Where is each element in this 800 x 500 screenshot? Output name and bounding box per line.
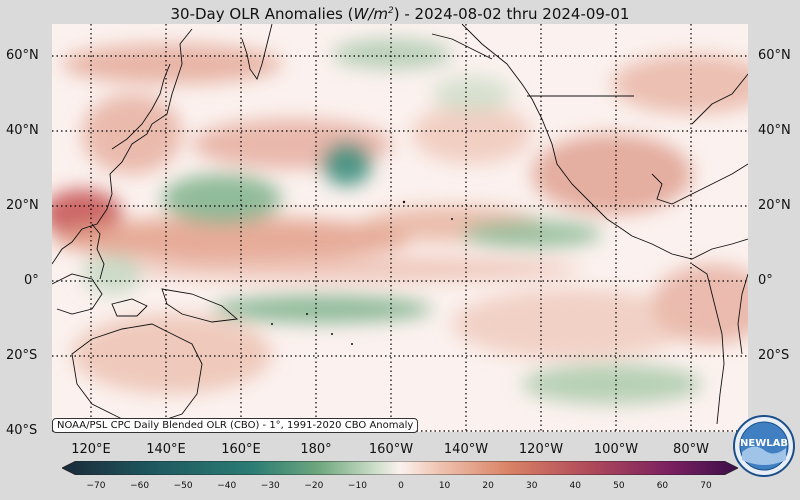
colorbar-tick-label: −50 bbox=[173, 481, 193, 491]
colorbar-tick-label: −70 bbox=[86, 481, 106, 491]
colorbar-tick-label: 20 bbox=[482, 481, 494, 491]
lon-label: 180° bbox=[300, 442, 332, 457]
lon-label: 160°W bbox=[368, 442, 414, 457]
colorbar-tick-label: 0 bbox=[398, 481, 404, 491]
colorbar-tick-label: −60 bbox=[130, 481, 150, 491]
lat-label-right: 40°N bbox=[758, 123, 791, 138]
anomaly-field bbox=[52, 39, 748, 404]
lon-label: 160°E bbox=[221, 442, 261, 457]
islands bbox=[271, 200, 453, 345]
colorbar-tick-label: 40 bbox=[569, 481, 582, 491]
lat-label-left: 60°N bbox=[6, 48, 39, 63]
map-title: 30-Day OLR Anomalies (W/m2) - 2024-08-02… bbox=[170, 5, 630, 23]
colorbar-tick-label: −40 bbox=[217, 481, 237, 491]
lat-label-right: 20°N bbox=[758, 198, 791, 213]
lat-label-right: 0° bbox=[758, 273, 773, 288]
lon-label: 80°W bbox=[673, 442, 709, 457]
colorbar-tick-label: 50 bbox=[613, 481, 625, 491]
map-svg bbox=[52, 24, 748, 432]
olr-anomaly-map bbox=[52, 24, 748, 432]
lon-label: 140°W bbox=[443, 442, 489, 457]
lat-label-left: 20°N bbox=[6, 198, 39, 213]
lat-label-right: 60°N bbox=[758, 48, 791, 63]
noaa-lab-logo-icon: NEWLAB bbox=[733, 415, 795, 477]
colorbar-tick-label: −30 bbox=[260, 481, 280, 491]
lat-label-left: 20°S bbox=[6, 348, 38, 363]
lat-label-left: 40°N bbox=[6, 123, 39, 138]
colorbar-tick-label: 60 bbox=[656, 481, 669, 491]
colorbar-tick-label: 30 bbox=[525, 481, 538, 491]
lon-label: 120°W bbox=[518, 442, 564, 457]
coastlines bbox=[52, 24, 748, 425]
lat-label-left: 0° bbox=[24, 273, 39, 288]
colorbar-tick-label: −10 bbox=[347, 481, 367, 491]
lon-label: 120°E bbox=[71, 442, 111, 457]
lat-label-right: 20°S bbox=[758, 348, 790, 363]
lat-label-left: 40°S bbox=[6, 423, 38, 438]
colorbar bbox=[62, 461, 738, 475]
lon-label: 100°W bbox=[593, 442, 639, 457]
colorbar-tick-label: 10 bbox=[438, 481, 451, 491]
data-source-note: NOAA/PSL CPC Daily Blended OLR (CBO) - 1… bbox=[52, 418, 419, 433]
lon-label: 140°E bbox=[146, 442, 186, 457]
colorbar-tick-label: −20 bbox=[304, 481, 324, 491]
colorbar-tick-label: 70 bbox=[700, 481, 712, 491]
logo-text: NEWLAB bbox=[740, 438, 788, 449]
